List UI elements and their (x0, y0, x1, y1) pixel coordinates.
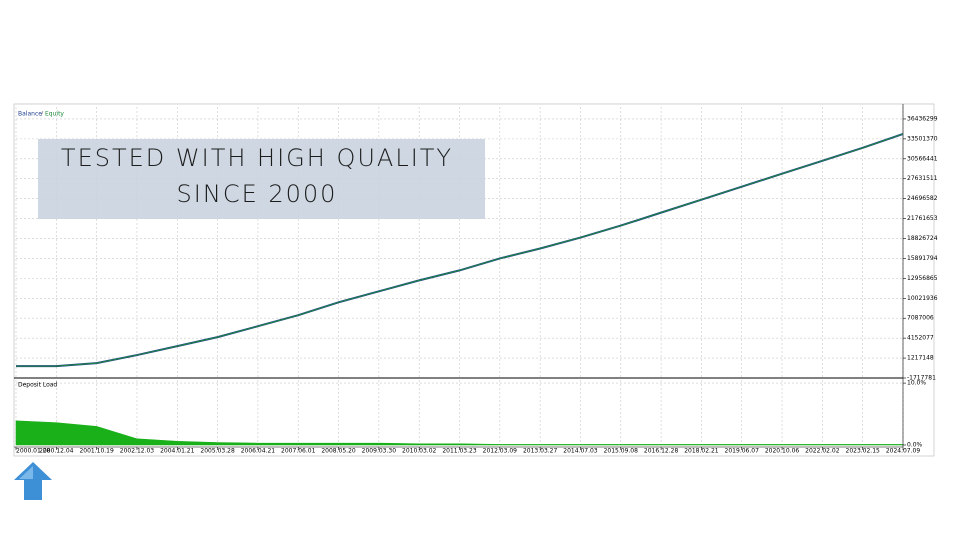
x-tick-label: 2011.03.23 (442, 448, 477, 455)
annotation: SINCE 2000 (177, 180, 338, 208)
series-area (15, 420, 904, 446)
y-tick-label: 0.0% (907, 442, 923, 449)
x-tick-label: 2008.05.20 (321, 448, 356, 455)
x-tick-label: 2006.04.21 (241, 448, 276, 455)
x-tick-label: 2018.02.21 (684, 448, 719, 455)
y-tick-label: 12956865 (907, 275, 938, 282)
y-tick-label: 7087006 (907, 315, 934, 322)
x-tick-label: 2016.12.28 (644, 448, 679, 455)
annotation-box (38, 139, 485, 219)
legend-entry: Equity (45, 111, 64, 118)
y-tick-label: 27631511 (907, 175, 938, 182)
x-tick-label: 2000.01.28 (16, 448, 51, 455)
y-tick-label: 21761653 (907, 215, 938, 222)
y-tick-label: -1717781 (907, 375, 936, 382)
x-tick-label: 2007.06.01 (281, 448, 316, 455)
legend-separator (40, 110, 44, 117)
x-tick-label: 2014.07.03 (563, 448, 598, 455)
x-tick-label: 2012.03.09 (483, 448, 518, 455)
x-tick-label: 2024.07.09 (886, 448, 921, 455)
x-tick-label: 2023.02.15 (846, 448, 881, 455)
y-tick-label: 1217148 (907, 355, 934, 362)
x-tick-label: 2015.09.08 (604, 448, 639, 455)
x-tick-label: 2020.10.06 (765, 448, 800, 455)
y-tick-label: 10.0% (907, 380, 926, 387)
y-tick-label: 15891794 (907, 255, 938, 262)
x-tick-label: 2010.03.02 (402, 448, 437, 455)
x-tick-label: 2009.03.30 (362, 448, 397, 455)
x-tick-label: 2019.06.07 (725, 448, 760, 455)
x-tick-label: 2000.12.04 (39, 448, 74, 455)
series-line (16, 133, 904, 367)
x-tick-label: 2005.03.28 (200, 448, 235, 455)
y-tick-label: 18826724 (907, 235, 938, 242)
y-tick-label: 4152077 (907, 335, 934, 342)
legend-entry: Balance (18, 111, 42, 118)
y-tick-label: 33501370 (907, 135, 938, 142)
y-tick-label: 10021936 (907, 295, 938, 302)
annotation: TESTED WITH HIGH QUALITY (61, 144, 453, 172)
x-tick-label: 2013.03.27 (523, 448, 558, 455)
arrow-icon (14, 462, 52, 500)
x-tick-label: 2001.10.19 (79, 448, 114, 455)
x-tick-label: 2004.01.21 (160, 448, 195, 455)
y-tick-label: 24696582 (907, 195, 938, 202)
y-tick-label: 36436299 (907, 115, 938, 122)
x-tick-label: 2022.02.02 (805, 448, 840, 455)
panel-title: Deposit Load (18, 382, 57, 389)
y-tick-label: 30566441 (907, 155, 938, 162)
x-tick-label: 2002.12.03 (120, 448, 155, 455)
